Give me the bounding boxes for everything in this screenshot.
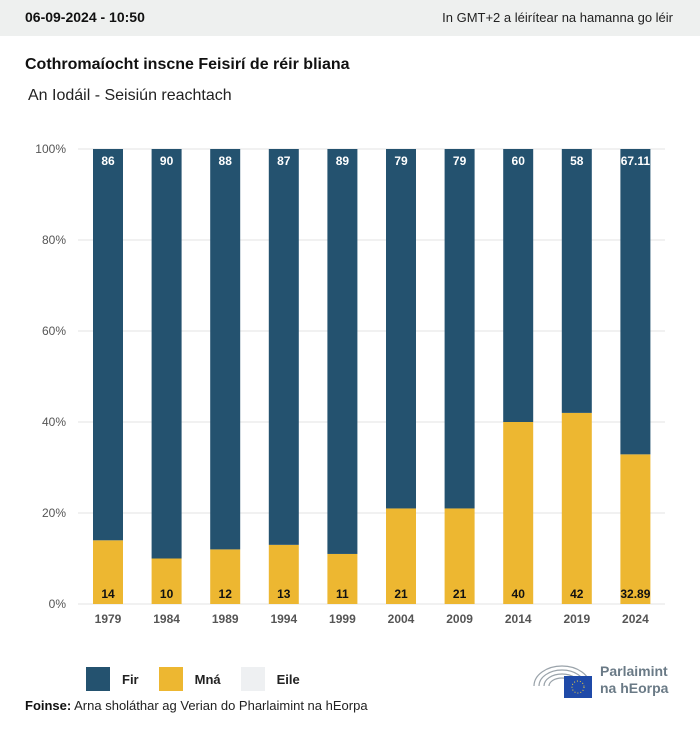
source-text: Arna sholáthar ag Verian do Pharlaimint … — [74, 698, 368, 713]
bar-mna — [561, 412, 592, 604]
y-tick-label: 0% — [49, 597, 67, 611]
x-tick-label: 1984 — [153, 612, 180, 626]
data-label: 79 — [394, 154, 408, 168]
eu-flag-icon — [564, 676, 592, 698]
bar-fir — [151, 149, 182, 559]
data-label: 12 — [219, 587, 233, 601]
data-label: 32.89 — [620, 587, 650, 601]
y-tick-label: 40% — [42, 415, 66, 429]
data-label: 21 — [453, 587, 467, 601]
data-label: 67.11 — [621, 154, 651, 168]
legend-item-fir: Fir — [86, 667, 139, 691]
x-tick-label: 2009 — [446, 612, 473, 626]
data-label: 42 — [570, 587, 584, 601]
legend-swatch — [158, 667, 183, 691]
data-label: 40 — [512, 587, 526, 601]
data-label: 87 — [277, 154, 291, 168]
source-label: Foinse: — [25, 698, 72, 713]
bar-mna — [620, 454, 651, 604]
ep-logo: Parlaimint na hEorpa — [530, 660, 668, 700]
bar-mna — [444, 508, 475, 604]
parliament-hemicycle-icon — [533, 665, 592, 698]
data-label: 58 — [570, 154, 584, 168]
data-label: 90 — [160, 154, 174, 168]
y-tick-label: 80% — [42, 233, 66, 247]
x-tick-label: 2014 — [505, 612, 532, 626]
logo-line2: na hEorpa — [600, 680, 669, 696]
data-label: 89 — [336, 154, 350, 168]
bar-mna — [386, 508, 416, 604]
x-tick-label: 2004 — [388, 612, 415, 626]
x-tick-label: 2024 — [622, 612, 649, 626]
legend-label: Mná — [194, 671, 221, 687]
data-label: 14 — [101, 587, 115, 601]
data-label: 88 — [219, 154, 233, 168]
bar-mna — [210, 549, 241, 604]
timezone-note: In GMT+2 a léirítear na hamanna go léir — [442, 10, 673, 25]
x-tick-label: 1989 — [212, 612, 239, 626]
stacked-bar-chart: 0% 20% 40% 60% 80% 100% 14 86 1979 10 90 1984 12 88 19… — [35, 142, 665, 626]
data-label: 11 — [336, 587, 349, 601]
bar-fir — [93, 149, 123, 541]
legend-label: Eile — [276, 671, 300, 687]
bar-mna — [327, 553, 358, 604]
legend-label: Fir — [122, 671, 139, 687]
bar-fir — [327, 149, 358, 554]
data-label: 10 — [160, 587, 174, 601]
y-tick-label: 100% — [35, 142, 66, 156]
bar-fir — [210, 149, 241, 550]
header-bar: 06-09-2024 - 10:50 In GMT+2 a léirítear … — [0, 0, 700, 36]
x-tick-label: 1999 — [329, 612, 356, 626]
bar-fir — [268, 149, 299, 545]
chart-subtitle: An Iodáil - Seisiún reachtach — [28, 87, 232, 104]
y-tick-label: 60% — [42, 324, 66, 338]
data-label: 60 — [512, 154, 526, 168]
bar-mna — [503, 422, 534, 604]
x-tick-label: 1979 — [95, 612, 122, 626]
legend: Fir Mná Eile — [86, 667, 320, 691]
legend-swatch — [86, 667, 110, 691]
bar-mna — [268, 544, 299, 604]
y-tick-label: 20% — [42, 506, 66, 520]
legend-swatch — [240, 667, 265, 691]
logo-line1: Parlaimint — [600, 663, 668, 679]
bar-fir — [620, 149, 651, 455]
bar-fir — [561, 149, 592, 413]
data-label: 86 — [101, 154, 115, 168]
legend-item-eile: Eile — [240, 667, 300, 691]
x-tick-label: 2019 — [563, 612, 590, 626]
bar-fir — [444, 149, 475, 509]
bar-fir — [503, 149, 534, 422]
bar-fir — [386, 149, 416, 509]
data-label: 21 — [394, 587, 408, 601]
legend-item-mna: Mná — [158, 667, 221, 691]
datetime: 06-09-2024 - 10:50 — [25, 9, 145, 25]
chart-title: Cothromaíocht inscne Feisirí de réir bli… — [25, 56, 350, 73]
bar-mna — [151, 558, 182, 604]
bar-mna — [93, 540, 123, 604]
source-note: Foinse: Arna sholáthar ag Verian do Phar… — [25, 698, 368, 713]
data-label: 13 — [277, 587, 291, 601]
data-label: 79 — [453, 154, 467, 168]
x-tick-label: 1994 — [270, 612, 297, 626]
